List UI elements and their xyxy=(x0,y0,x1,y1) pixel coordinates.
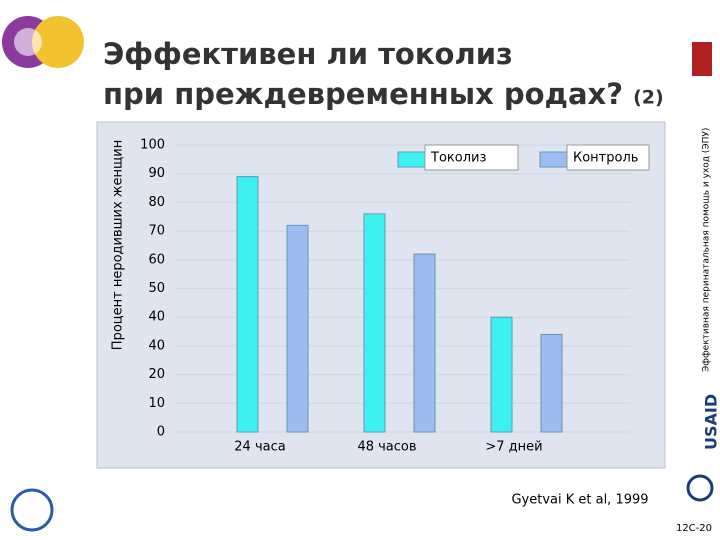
y-axis-label: Процент неродивших женщин xyxy=(111,140,126,350)
bar xyxy=(363,213,386,433)
usaid-seal xyxy=(686,474,714,502)
logo xyxy=(2,16,84,68)
y-tick-label: 10 xyxy=(148,396,165,411)
y-tick-label: 70 xyxy=(148,224,165,239)
bar xyxy=(286,224,309,433)
y-tick-label: 0 xyxy=(157,425,165,440)
bar xyxy=(413,253,436,433)
legend-swatch xyxy=(397,151,426,168)
bar xyxy=(490,316,513,433)
bar xyxy=(540,333,563,433)
x-tick-label: 48 часов xyxy=(357,440,416,455)
y-tick-label: 50 xyxy=(148,281,165,296)
y-tick-label: 90 xyxy=(148,166,165,181)
slide-number: 12С-20 xyxy=(676,523,712,534)
y-tick-label: 20 xyxy=(148,367,165,382)
who-logo xyxy=(10,488,54,532)
source: Gyetvai K et al, 1999 xyxy=(511,493,648,508)
usaid-logo: USAID xyxy=(702,394,720,450)
legend-swatch xyxy=(539,151,568,168)
legend-label: Токолиз xyxy=(430,151,486,166)
legend-box xyxy=(424,144,519,171)
y-tick-label: 40 xyxy=(148,310,165,325)
side-text: Эффективная перинатальная помощь и уход … xyxy=(702,128,712,372)
x-tick-label: 24 часа xyxy=(234,440,285,455)
y-tick-label: 80 xyxy=(148,195,165,210)
title-suffix: (2) xyxy=(633,87,664,109)
bar xyxy=(236,176,259,433)
y-tick-label: 40 xyxy=(148,338,165,353)
isi-logo xyxy=(692,42,712,76)
y-tick-label: 100 xyxy=(140,138,165,153)
legend-label: Контроль xyxy=(573,151,638,166)
legend-box xyxy=(566,144,650,171)
y-tick-label: 60 xyxy=(148,252,165,267)
title: Эффективен ли токолиз при преждевременных… xyxy=(103,37,623,111)
x-tick-label: >7 дней xyxy=(485,440,542,455)
